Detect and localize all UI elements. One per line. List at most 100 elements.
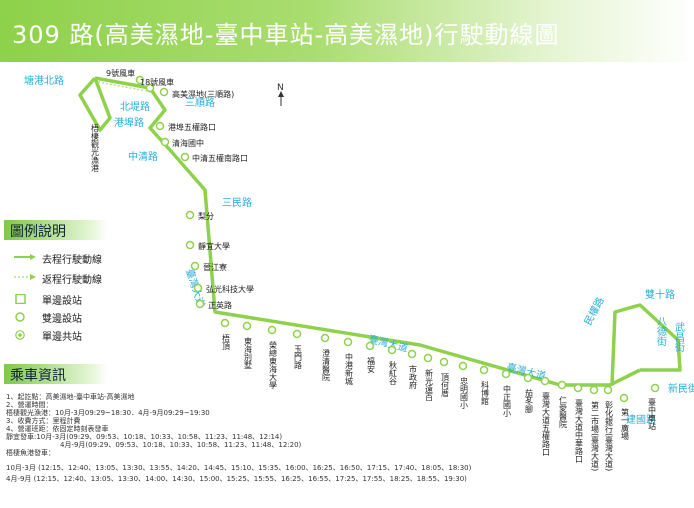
stop-marker: [155, 121, 165, 131]
stop-marker: [185, 240, 195, 250]
stop-v18: 臺灣大道中華路口: [575, 398, 584, 463]
road-label-ganggan: 港埠路: [114, 116, 144, 129]
road-label-sanshun: 三順路: [185, 96, 215, 109]
info-title: 乘車資訊: [10, 368, 66, 384]
stop-zhengying: 正英路: [208, 300, 232, 310]
title-banner: 309 路(高美濕地-臺中車站-高美濕地)行駛動線圖: [0, 0, 694, 62]
stop-marker: [343, 337, 353, 347]
stop-v8: 秋紅谷: [389, 360, 398, 386]
legend-title-bar: 圖例說明: [4, 220, 108, 240]
stop-jingyi: 靜宜大學: [198, 241, 230, 251]
info-line: 10月-3月 (12:15、12:40、13:05、13:30、13:55、14…: [6, 464, 472, 472]
stop-marker: [557, 380, 567, 390]
road-label-wuchang: 武昌街: [673, 321, 685, 353]
info-line: 1、起訖點：高美濕地-臺中車站-高美濕地: [6, 393, 135, 401]
info-line: 4、營運班距：依固定時刻表發車: [6, 425, 109, 433]
stop-marker: [190, 261, 200, 271]
legend-single-label: 單邊設站: [42, 296, 82, 307]
stop-marker: [603, 385, 613, 395]
return-line-icon: [14, 274, 36, 280]
road-label-zhongqing: 中清路: [128, 150, 158, 163]
stop-marker: [365, 341, 375, 351]
return-route-line: [97, 81, 153, 93]
stop-marker: [220, 318, 230, 328]
stop-v21: 第一廣場: [621, 407, 630, 441]
stop-jianjiang: 晉江寮: [203, 262, 227, 272]
road-label-xinmin: 新民街: [668, 382, 694, 395]
compass-label: N: [277, 83, 284, 93]
stop-v15: 茄苳腳: [525, 388, 534, 414]
legend-return-label: 返程行駛動線: [42, 275, 102, 286]
stop-v4: 玉門路: [294, 345, 303, 369]
stop-marker: [540, 376, 550, 386]
stop-zhongqing-wq: 中清五權南路口: [192, 153, 248, 163]
info-line: 3、收費方式：里程計費: [6, 417, 81, 425]
stop-v7: 福安: [367, 357, 376, 374]
road-label-minquan: 民權路: [581, 295, 607, 328]
stop-marker: [159, 87, 169, 97]
legend-shared: 單邊共站: [14, 330, 82, 343]
info-line: 4月-9月 (12:15、12:40、13:05、13:30、14:00、14:…: [6, 475, 467, 483]
stop-v19: 第二市場(臺灣大道): [591, 400, 600, 471]
stop-marker: [267, 325, 277, 335]
stop-v22: 臺中車站: [648, 397, 657, 431]
stop-gaomei: 高美濕地(三順路): [172, 89, 234, 99]
stop-marker: [407, 349, 417, 359]
stop-v1: 梧頂: [222, 333, 231, 351]
stop-marker: [423, 353, 433, 363]
outbound-line-icon: [14, 254, 36, 260]
road-label-shuangshi: 雙十路: [645, 288, 675, 301]
stop-v3: 榮總東海大學: [269, 340, 278, 390]
stop-v6: 中港新城: [345, 352, 354, 386]
stop-marker: [180, 152, 190, 162]
stop-v20: 彰化銀行(臺灣大道): [605, 400, 614, 471]
stop-marker: [479, 365, 489, 375]
stop-v13: 科博館: [481, 380, 490, 406]
stop-v16: 臺灣大道五權路口: [542, 391, 551, 456]
road-label-badeng: 八德街: [655, 316, 667, 347]
stop-marker: [573, 383, 583, 393]
stop-v9: 市政府: [409, 364, 418, 390]
road-label-beidi: 北堤路: [120, 100, 150, 113]
legend-outbound: 去程行駛動線: [14, 253, 102, 266]
page-title: 309 路(高美濕地-臺中車站-高美濕地)行駛動線圖: [12, 21, 560, 49]
stop-18-windmill: 18號風車: [140, 77, 174, 87]
legend-title: 圖例說明: [10, 224, 66, 240]
stop-marker: [458, 361, 468, 371]
legend-single: 單邊設站: [14, 293, 82, 307]
stop-marker: [195, 299, 205, 309]
stop-marker: [439, 357, 449, 367]
stop-v2: 東海別墅: [244, 336, 253, 369]
stop-marker: [185, 210, 195, 220]
stop-marker: [160, 137, 170, 147]
stop-hongguang: 弘光科技大學: [206, 284, 254, 294]
circle-stop-icon: [15, 312, 25, 322]
stop-wuquan: 港埠五權路口: [168, 122, 216, 132]
stop-v5: 澄清醫院: [322, 348, 331, 382]
stop-v12: 忠明國小: [460, 377, 469, 410]
legend-double: 雙邊設站: [14, 312, 82, 325]
stop-qinghai: 清海國中: [172, 138, 204, 148]
stop-marker: [501, 369, 511, 379]
road-label-sanmin: 三民路: [222, 196, 252, 209]
stop-marker: [145, 83, 155, 93]
stop-marker: [193, 283, 203, 293]
stop-v11: 頂何厝: [441, 373, 450, 398]
info-line: 靜宜發車:10月-3月(09:29、09:53、10:18、10:33、10:5…: [6, 433, 283, 441]
route-map: 塘港北路 北堤路 三順路 港埠路 中清路 三民路 臺灣大道 臺灣大道 臺灣大道 …: [24, 68, 694, 471]
legend-outbound-label: 去程行駛動線: [42, 255, 102, 266]
stop-wetland: 梧棲觀光漁港: [91, 123, 100, 173]
info-line: 4月-9月(09:29、09:53、10:18、10:33、10:58、11:2…: [60, 441, 302, 449]
legend-return: 返程行駛動線: [14, 273, 102, 286]
info-line: 梧棲觀光漁港：10月-3月09:29~18:30．4月-9月09:29~19:3…: [6, 409, 210, 417]
north-arrow-icon: N: [277, 83, 284, 106]
stop-marker: [589, 385, 599, 395]
stop-marker: [387, 345, 397, 355]
stop-marker: [650, 383, 660, 393]
stop-marker: [292, 329, 302, 339]
stop-v14: 中正國小: [503, 384, 512, 418]
info-title-bar: 乘車資訊: [4, 364, 108, 384]
road-label-tanggang-n: 塘港北路: [24, 74, 64, 87]
double-circle-stop-icon: [15, 330, 25, 340]
stop-liwen: 梨分: [198, 211, 214, 221]
